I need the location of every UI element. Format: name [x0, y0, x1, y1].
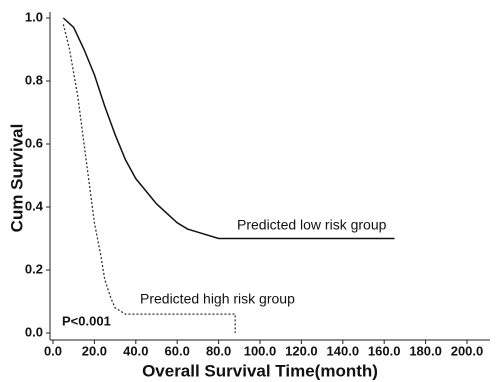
- x-tick-label: 200.0: [451, 343, 484, 358]
- x-tick-label: 140.0: [327, 343, 360, 358]
- x-tick-label: 180.0: [409, 343, 442, 358]
- y-tick-label: 0.6: [25, 135, 43, 150]
- annotation: Predicted low risk group: [237, 217, 387, 233]
- x-tick-label: 20.0: [82, 343, 107, 358]
- x-tick-label: 100.0: [244, 343, 277, 358]
- x-axis-title: Overall Survival Time(month): [142, 361, 378, 380]
- annotation: Predicted high risk group: [140, 291, 295, 307]
- x-tick-label: 80.0: [206, 343, 231, 358]
- y-tick-label: 0.0: [25, 324, 43, 339]
- y-tick-label: 0.4: [25, 198, 44, 213]
- x-tick-label: 120.0: [285, 343, 318, 358]
- x-tick-label: 0.0: [44, 343, 62, 358]
- x-tick-label: 40.0: [123, 343, 148, 358]
- x-tick-label: 60.0: [165, 343, 190, 358]
- y-tick-label: 0.8: [25, 72, 43, 87]
- survival-curve: [62, 24, 236, 333]
- annotation: P<0.001: [62, 313, 111, 328]
- y-axis-title: Cum Survival: [7, 124, 26, 233]
- y-tick-label: 1.0: [25, 9, 43, 24]
- survival-curve: [62, 17, 395, 240]
- y-tick-label: 0.2: [25, 261, 43, 276]
- x-tick-label: 160.0: [368, 343, 401, 358]
